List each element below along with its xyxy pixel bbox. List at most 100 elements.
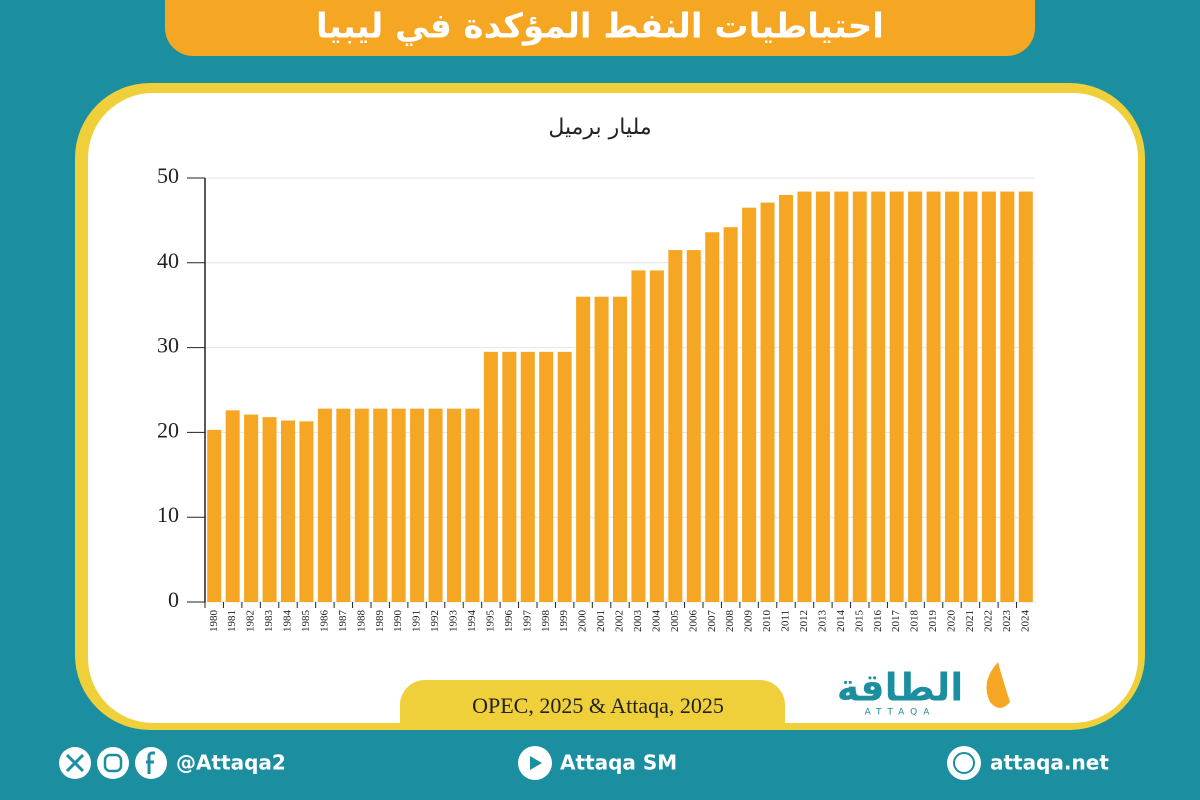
bar <box>834 191 849 602</box>
x-tick-label: 1989 <box>374 610 386 633</box>
bar <box>539 351 554 602</box>
bar <box>981 191 996 602</box>
title-banner <box>165 0 1035 56</box>
x-tick-label: 2014 <box>835 610 847 633</box>
x-tick-label: 1980 <box>208 610 220 633</box>
bar <box>354 408 369 602</box>
x-tick-label: 2002 <box>614 610 626 632</box>
bar <box>889 191 904 602</box>
x-tick-label: 2000 <box>577 610 589 633</box>
bar <box>280 420 296 602</box>
bar <box>428 408 443 602</box>
y-tick-label: 30 <box>157 333 179 358</box>
x-tick-label: 2015 <box>853 610 865 633</box>
footer-website: attaqa.net <box>990 751 1109 775</box>
x-tick-label: 1996 <box>503 610 515 633</box>
bar <box>373 408 388 602</box>
bar <box>465 408 480 602</box>
x-tick-label: 2004 <box>650 610 662 633</box>
bar <box>576 296 591 602</box>
bar <box>207 429 222 602</box>
x-tick-label: 1990 <box>392 610 404 633</box>
bar <box>944 191 960 602</box>
x-tick-label: 2021 <box>964 610 976 632</box>
x-tick-label: 1992 <box>429 610 441 632</box>
bar <box>760 202 775 603</box>
icon-web <box>947 746 981 780</box>
bar <box>963 191 978 602</box>
x-tick-label: 2018 <box>909 610 921 633</box>
x-tick-label: 1985 <box>300 610 312 633</box>
x-tick-label: 2019 <box>927 610 939 633</box>
bar <box>336 408 351 602</box>
x-tick-label: 1994 <box>466 610 478 633</box>
bar <box>410 408 425 602</box>
x-tick-label: 1986 <box>318 610 330 633</box>
x-tick-label: 2001 <box>595 610 607 632</box>
icon-glyph <box>103 753 123 773</box>
x-tick-label: 2008 <box>724 610 736 633</box>
bar <box>317 408 332 602</box>
social-icons <box>59 747 167 779</box>
x-tick-label: 1997 <box>521 610 533 633</box>
x-tick-label: 2017 <box>890 610 902 633</box>
x-tick-label: 2005 <box>669 610 681 633</box>
x-tick-label: 1987 <box>337 610 349 633</box>
x-tick-label: 1991 <box>411 610 423 632</box>
bar <box>299 421 314 602</box>
bar <box>778 194 794 602</box>
x-tick-label: 2006 <box>687 610 699 633</box>
icon-instagram <box>97 747 129 779</box>
bar <box>391 408 406 602</box>
bar <box>557 351 572 602</box>
x-tick-label: 1993 <box>448 610 460 633</box>
bar <box>908 191 923 602</box>
bar <box>815 191 830 602</box>
bar <box>686 250 701 602</box>
x-tick-label: 2010 <box>761 610 773 633</box>
x-tick-label: 1982 <box>245 610 257 632</box>
bar <box>926 191 941 602</box>
x-tick-label: 2024 <box>1019 610 1031 633</box>
bar <box>244 414 259 602</box>
bar <box>520 351 535 602</box>
x-tick-label: 1984 <box>282 610 294 633</box>
x-tick-label: 2003 <box>632 610 644 633</box>
source: OPEC, 2025 & Attaqa, 2025 <box>472 693 724 718</box>
y-tick-label: 0 <box>168 587 179 612</box>
x-tick-label: 1981 <box>226 610 238 632</box>
bar <box>871 191 886 602</box>
icon-glyph <box>146 751 155 774</box>
bar <box>225 410 240 602</box>
x-tick-label: 2023 <box>1001 609 1013 632</box>
bar <box>723 227 738 602</box>
footer-social: @Attaqa2 <box>176 751 286 775</box>
source-pill <box>400 680 785 730</box>
bar <box>262 417 277 602</box>
plot: 0 10 20 30 40 50 1980 1981 1982 1983 1984 1985 1986 1… <box>157 163 1035 632</box>
x-tick-label: 2020 <box>946 610 958 633</box>
x-tick-label: 2012 <box>798 610 810 632</box>
bar <box>502 351 517 602</box>
chart-title: احتياطيات النفط المؤكدة في ليبيا <box>316 7 884 47</box>
logo-text: الطاقة <box>837 666 964 710</box>
bar <box>612 296 628 602</box>
icon-glyph <box>530 756 542 770</box>
bar <box>649 270 664 602</box>
bar <box>668 250 683 602</box>
x-tick-label: 2013 <box>816 610 828 633</box>
x-tick-label: 1999 <box>558 610 570 633</box>
bar <box>1000 191 1015 602</box>
y-tick-label: 40 <box>157 248 179 273</box>
y-tick-label: 20 <box>157 417 179 442</box>
x-tick-label: 1995 <box>484 610 496 633</box>
x-tick-label: 1988 <box>355 610 367 633</box>
icon-glyph <box>65 753 85 773</box>
y-tick-label: 50 <box>157 163 179 188</box>
bar <box>852 191 867 602</box>
bar <box>483 351 498 602</box>
icon-glyph <box>953 752 975 774</box>
bar <box>631 270 646 602</box>
